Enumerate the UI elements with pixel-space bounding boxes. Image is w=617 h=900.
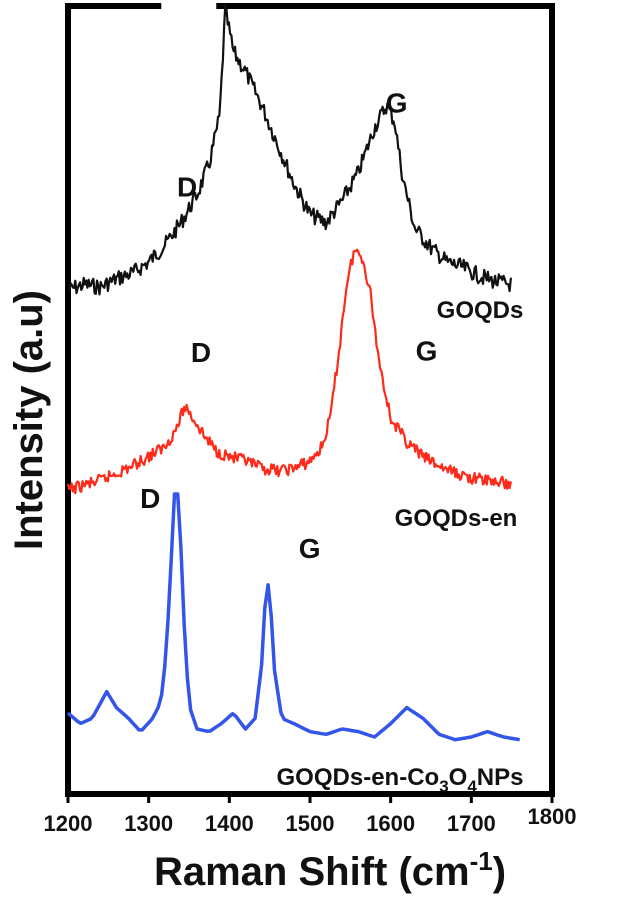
- frame-gap: [161, 2, 217, 10]
- peak-label-2-G: G: [299, 533, 321, 564]
- x-axis-title-sup: -1: [470, 846, 493, 876]
- series-label-1-main: GOQDs-en: [395, 505, 518, 532]
- x-axis-title-main: Raman Shift (cm: [154, 850, 470, 894]
- series-line-0: [67, 3, 512, 296]
- series-label-2-main: GOQDs-en-Co: [277, 764, 440, 791]
- series-label-2-main2: O: [449, 764, 468, 791]
- series-label-2: GOQDs-en-Co3O4NPs: [277, 764, 524, 796]
- series-layer: [66, 3, 521, 742]
- x-tick-label-1400: 1400: [205, 811, 254, 836]
- series-line-2: [66, 492, 521, 742]
- series-label-2-sub2: 4: [467, 777, 477, 796]
- x-tick-label-1500: 1500: [286, 811, 335, 836]
- x-axis-title-close: ): [493, 850, 506, 894]
- plot-frame: [65, 3, 555, 797]
- series-label-2-sub: 3: [439, 777, 448, 796]
- x-axis-title: Raman Shift (cm-1): [154, 846, 506, 894]
- peak-label-2-D: D: [140, 483, 160, 514]
- peak-label-1-D: D: [191, 337, 211, 368]
- y-axis-title: Intensity (a.u): [7, 290, 51, 550]
- annotation-layer: D G GOQDs D G GOQDs-en D G GOQDs-en-Co3O4NPs: [140, 2, 523, 796]
- peak-label-0-D: D: [177, 171, 197, 202]
- peak-label-1-G: G: [416, 336, 438, 367]
- x-tick-label-1600: 1600: [366, 811, 415, 836]
- x-tick-label-1200: 1200: [44, 811, 93, 836]
- series-line-1: [66, 248, 512, 495]
- x-tick-label-1300: 1300: [124, 811, 173, 836]
- peak-label-0-G: G: [386, 88, 408, 119]
- series-label-2-main3: NPs: [477, 764, 524, 791]
- series-label-0-main: GOQDs: [437, 297, 524, 324]
- x-tick-label-1800: 1800: [528, 804, 577, 829]
- x-axis: 1200 1300 1400 1500 1600 1700 1800: [44, 794, 577, 836]
- x-tick-label-1700: 1700: [447, 811, 496, 836]
- series-label-1: GOQDs-en: [395, 505, 518, 532]
- series-label-0: GOQDs: [437, 297, 524, 324]
